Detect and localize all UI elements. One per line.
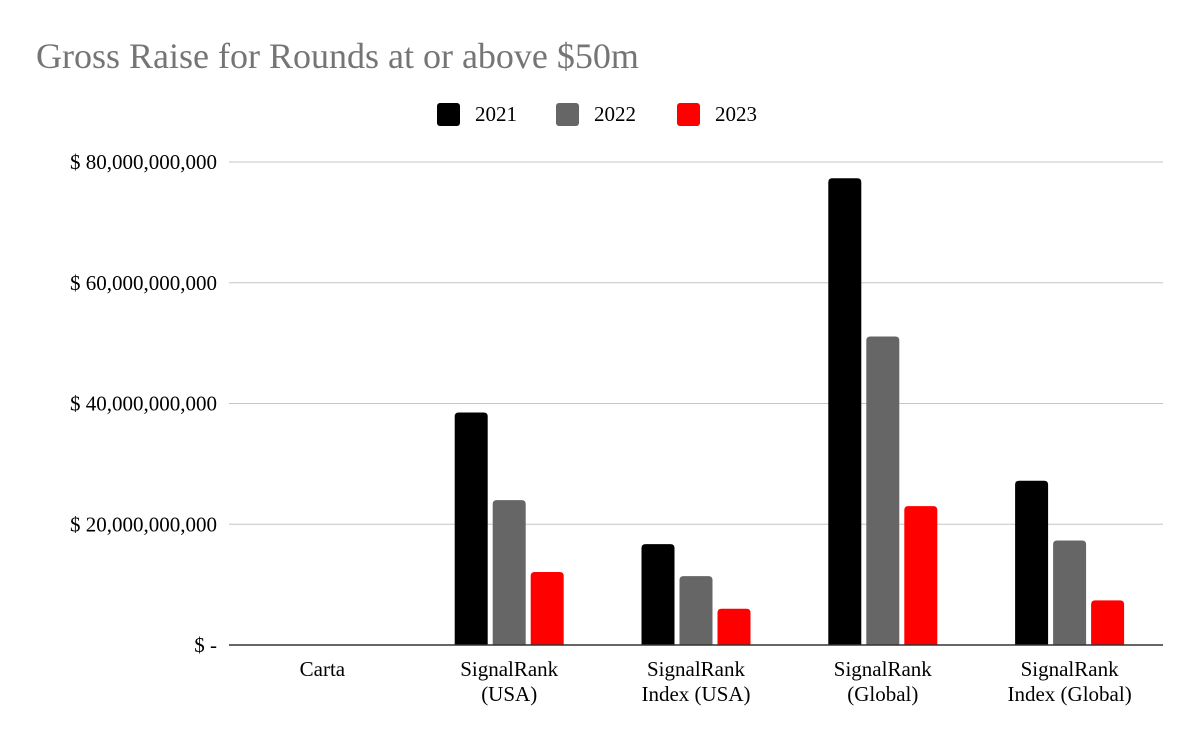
legend-item-2021: 2021: [437, 102, 517, 126]
legend-swatch: [437, 103, 460, 126]
y-tick-label: $ -: [194, 633, 217, 657]
bar-signalrank-usa-2021: [454, 412, 488, 645]
y-tick-label: $ 80,000,000,000: [70, 150, 217, 174]
y-tick-label: $ 60,000,000,000: [70, 271, 217, 295]
y-tick-label: $ 20,000,000,000: [70, 512, 217, 536]
bar-signalrank-index-usa-2023: [717, 608, 751, 645]
x-category-label: SignalRank (Global): [834, 657, 932, 706]
y-axis: $ - $ 20,000,000,000 $ 40,000,000,000 $ 60,…: [70, 150, 217, 657]
bar-signalrank-index-global-2022: [1053, 540, 1087, 645]
x-axis: Carta SignalRank (USA) SignalRank Index (USA…: [229, 644, 1163, 706]
legend-swatch: [677, 103, 700, 126]
bar-signalrank-index-usa-2021: [641, 544, 675, 645]
legend-label: 2023: [715, 102, 757, 126]
bar-signalrank-index-global-2023: [1091, 600, 1125, 645]
gridlines: [229, 161, 1163, 525]
legend-item-2023: 2023: [677, 102, 757, 126]
x-category-label: SignalRank (USA): [460, 657, 558, 706]
legend-label: 2021: [475, 102, 517, 126]
legend-item-2022: 2022: [556, 102, 636, 126]
bar-signalrank-global-2022: [866, 336, 900, 645]
x-category-label: SignalRank Index (USA): [641, 657, 750, 706]
chart-title: Gross Raise for Rounds at or above $50m: [36, 36, 639, 76]
bar-signalrank-global-2021: [828, 178, 862, 645]
bars: [454, 178, 1125, 645]
legend-swatch: [556, 103, 579, 126]
legend-label: 2022: [594, 102, 636, 126]
y-tick-label: $ 40,000,000,000: [70, 392, 217, 416]
bar-signalrank-usa-2023: [530, 571, 564, 645]
x-category-label: Carta: [300, 657, 346, 681]
x-category-label: SignalRank Index (Global): [1007, 657, 1131, 706]
bar-signalrank-index-global-2021: [1015, 480, 1049, 645]
bar-signalrank-usa-2022: [492, 500, 526, 645]
bar-signalrank-index-usa-2022: [679, 576, 713, 645]
bar-signalrank-global-2023: [904, 506, 938, 645]
legend: 2021 2022 2023: [437, 102, 757, 126]
